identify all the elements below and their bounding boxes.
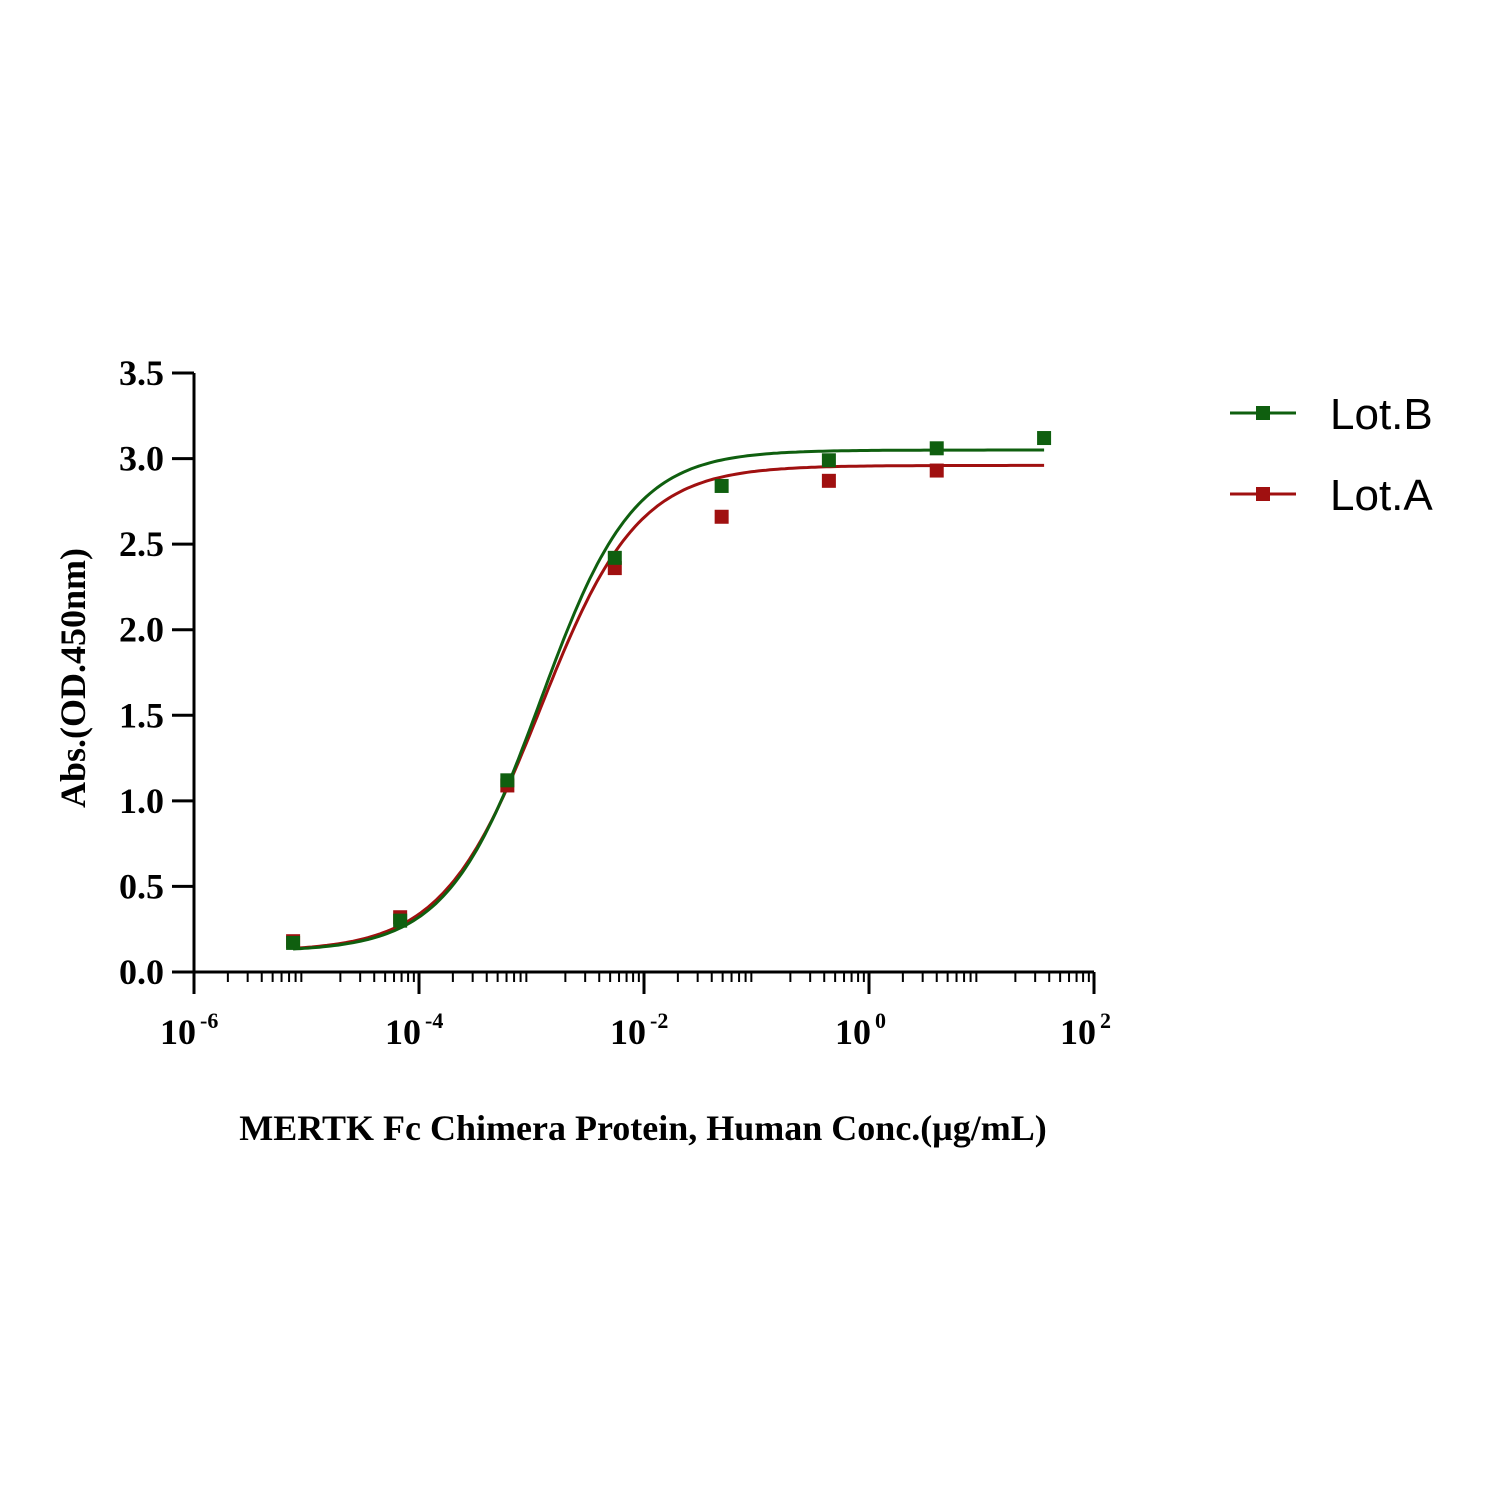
legend-marker	[1256, 406, 1270, 420]
y-tick-label: 3.0	[119, 439, 164, 479]
fit-curve-lot-b	[293, 448, 1045, 951]
data-points	[286, 431, 1052, 950]
x-tick-label: 10 -6	[160, 1008, 218, 1052]
data-point-lot-a	[714, 509, 729, 524]
legend: Lot.B Lot.A	[1230, 390, 1433, 520]
x-tick-label: 10 2	[1060, 1008, 1111, 1052]
y-tick-label: 2.5	[119, 524, 164, 564]
data-point-lot-a	[821, 473, 836, 488]
y-tick-label: 1.0	[119, 781, 164, 821]
y-tick-label: 0.5	[119, 866, 164, 906]
y-tick-label: 0.0	[119, 952, 164, 992]
fit-curves	[293, 448, 1045, 951]
fit-curve-lot-a	[293, 463, 1045, 950]
data-point-lot-b	[821, 453, 836, 468]
legend-label: Lot.A	[1330, 471, 1433, 520]
data-point-lot-b	[286, 935, 301, 950]
data-point-lot-a	[929, 463, 944, 478]
data-point-lot-b	[500, 773, 515, 788]
data-point-lot-b	[607, 550, 622, 565]
y-tick-label: 2.0	[119, 610, 164, 650]
x-tick-label: 10 -4	[385, 1008, 443, 1052]
data-point-lot-b	[714, 478, 729, 493]
x-tick-label: 10 -2	[610, 1008, 668, 1052]
data-point-lot-b	[393, 913, 408, 928]
y-axis-title: Abs.(OD.450nm)	[53, 548, 93, 808]
y-tick-label: 1.5	[119, 695, 164, 735]
axes: 0.0 0.5 1.0 1.5 2.0 2.5 3.0 3.5 10 -6 10 -4 10 -2 10 0 1…	[119, 353, 1111, 1052]
legend-label: Lot.B	[1330, 390, 1433, 439]
x-tick-label: 10 0	[835, 1008, 886, 1052]
y-tick-label: 3.5	[119, 353, 164, 393]
legend-marker	[1256, 487, 1270, 501]
data-point-lot-b	[929, 441, 944, 456]
data-point-lot-b	[1037, 431, 1052, 446]
x-axis-title: MERTK Fc Chimera Protein, Human Conc.(μg…	[239, 1108, 1046, 1148]
